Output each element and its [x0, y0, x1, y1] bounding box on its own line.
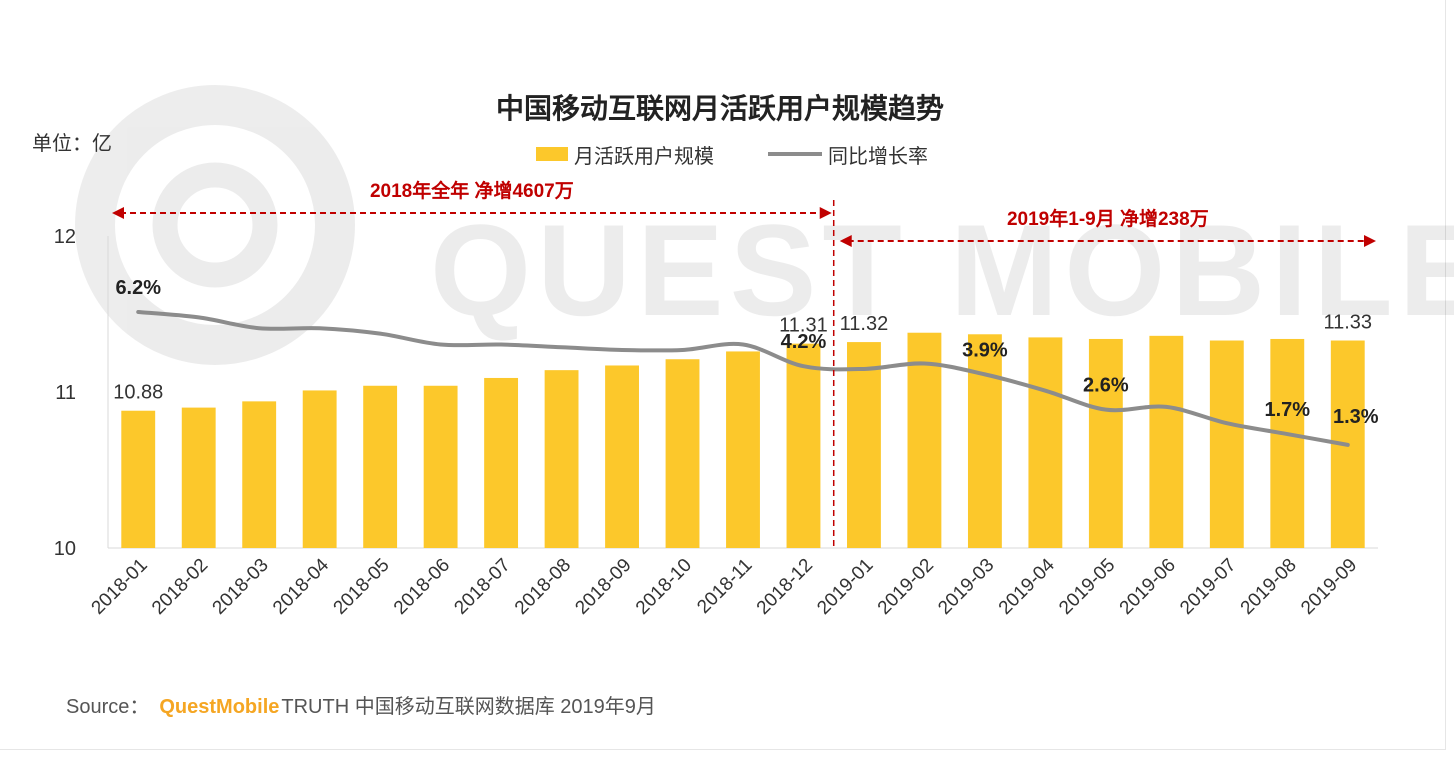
bar — [363, 385, 398, 548]
x-tick-label: 2018-09 — [571, 555, 635, 619]
x-tick-label: 2018-01 — [88, 555, 152, 619]
rate-line — [136, 309, 1350, 447]
legend: 月活跃用户规模 同比增长率 — [536, 145, 928, 168]
y-tick-label: 12 — [54, 226, 76, 248]
source-text: TRUTH 中国移动互联网数据库 2019年9月 — [281, 696, 656, 718]
value-labels: 10.88 11.31 11.32 11.33 — [113, 312, 1372, 404]
bar — [242, 401, 277, 548]
period-annotations: 2018年全年 净增4607万 2019年1-9月 净增238万 — [112, 179, 1376, 548]
watermark: QUEST MOBILE — [75, 85, 1454, 365]
period-arrow-head-right — [1364, 235, 1376, 247]
watermark-text: QUEST MOBILE — [430, 197, 1454, 343]
x-tick-label: 2018-06 — [390, 555, 454, 619]
x-tick-label: 2019-06 — [1116, 555, 1180, 619]
y-ticks: 10 11 12 — [54, 226, 76, 560]
bar — [967, 334, 1002, 548]
x-tick-label: 2018-08 — [511, 555, 575, 619]
x-tick-label: 2019-08 — [1237, 555, 1301, 619]
rate-series — [136, 309, 1350, 447]
source-brand: QuestMobile — [159, 696, 280, 718]
source-line: Source： QuestMobile TRUTH 中国移动互联网数据库 2019年… — [66, 690, 656, 719]
bar — [181, 407, 216, 548]
x-tick-label: 2019-02 — [874, 555, 938, 619]
x-tick-label: 2018-11 — [693, 555, 756, 618]
bar — [665, 359, 700, 548]
period-arrow-head-right — [819, 207, 832, 219]
bar — [544, 370, 579, 548]
bar — [484, 377, 519, 548]
x-tick-label: 2018-10 — [632, 555, 696, 619]
bar — [726, 351, 760, 548]
bar — [302, 390, 337, 548]
rate-value-label: 4.2% — [781, 331, 827, 353]
unit-label: 单位：亿 — [32, 132, 112, 155]
bar — [1149, 335, 1184, 548]
bar-value-label: 11.32 — [840, 313, 889, 335]
period-label: 2019年1-9月 净增238万 — [1007, 207, 1209, 230]
bar-value-label: 11.31 — [779, 315, 828, 337]
bar — [847, 342, 881, 548]
x-tick-label: 2019-03 — [934, 555, 998, 619]
legend-bar-swatch — [536, 147, 568, 161]
legend-bar-label: 月活跃用户规模 — [574, 145, 714, 168]
x-tick-label: 2019-09 — [1297, 555, 1361, 619]
chart-title: 中国移动互联网月活跃用户规模趋势 — [496, 92, 944, 124]
bar — [1028, 337, 1063, 548]
bar — [907, 332, 942, 548]
x-tick-label: 2019-07 — [1176, 555, 1240, 619]
period-arrow-head-left — [112, 207, 124, 219]
rate-labels: 6.2% 4.2% 3.9% 2.6% 1.7% 1.3% — [115, 277, 1378, 428]
source-prefix: Source： — [66, 696, 150, 718]
rate-value-label: 2.6% — [1083, 375, 1129, 397]
x-tick-label: 2019-05 — [1055, 555, 1119, 619]
bar — [1270, 338, 1305, 548]
bar — [605, 365, 639, 548]
y-tick-label: 10 — [54, 538, 76, 560]
x-tick-label: 2018-05 — [330, 555, 394, 619]
x-tick-label: 2019-04 — [995, 554, 1059, 618]
bar — [786, 343, 821, 548]
x-tick-label: 2018-02 — [148, 555, 212, 619]
bar — [121, 410, 156, 548]
x-tick-label: 2018-12 — [753, 555, 817, 619]
legend-line-label: 同比增长率 — [828, 145, 928, 168]
x-tick-label: 2018-04 — [269, 554, 333, 618]
x-tick-label: 2019-01 — [813, 555, 877, 619]
bar — [1088, 338, 1123, 548]
bar-series — [121, 332, 1365, 548]
bar-value-label: 10.88 — [113, 382, 163, 404]
bar — [423, 385, 458, 548]
x-tick-label: 2018-07 — [450, 555, 514, 619]
rate-value-label: 6.2% — [115, 277, 161, 299]
rate-value-label: 1.7% — [1264, 399, 1310, 421]
x-tick-label: 2018-03 — [209, 555, 273, 619]
bar — [1209, 340, 1244, 548]
bar-value-label: 11.33 — [1323, 312, 1372, 334]
y-tick-label: 11 — [55, 382, 76, 404]
rate-value-label: 3.9% — [962, 339, 1008, 361]
period-label: 2018年全年 净增4607万 — [370, 179, 574, 202]
rate-value-label: 1.3% — [1333, 406, 1379, 428]
x-ticks: 2018-012018-022018-032018-042018-052018-… — [88, 554, 1362, 618]
period-arrow-head-left — [839, 235, 852, 247]
